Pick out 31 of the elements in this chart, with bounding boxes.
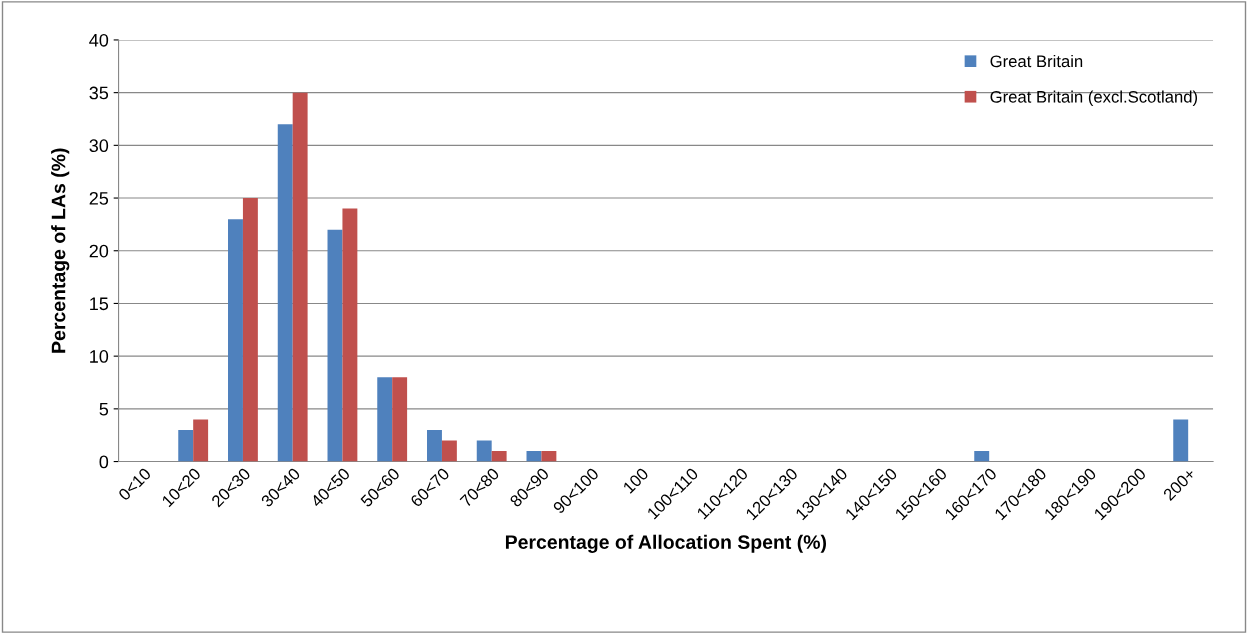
bar	[392, 377, 408, 462]
y-axis-title: Percentage of LAs (%)	[51, 148, 70, 353]
bar	[292, 92, 308, 462]
bar	[1173, 419, 1189, 462]
y-tick-label: 35	[89, 86, 109, 100]
y-tick-label: 25	[89, 191, 109, 205]
bar	[427, 429, 442, 462]
y-tick-label: 10	[90, 350, 109, 363]
bar	[193, 419, 209, 462]
bar	[491, 451, 507, 462]
y-tick-label: 5	[99, 402, 109, 416]
bar	[476, 440, 492, 462]
bar	[327, 229, 343, 462]
bar	[228, 219, 243, 462]
bar	[541, 451, 557, 462]
bar	[277, 124, 293, 462]
x-tick-label: 100	[622, 467, 650, 494]
y-tick-label: 30	[89, 139, 109, 153]
y-tick-label: 0	[99, 455, 109, 469]
bar	[342, 208, 358, 462]
legend-label: Great Britain (excl.Scotland)	[990, 90, 1198, 107]
x-axis-title: Percentage of Allocation Spent (%)	[505, 534, 827, 553]
legend-label: Great Britain	[990, 54, 1083, 68]
bar	[178, 429, 194, 462]
bar	[242, 198, 258, 462]
bar	[441, 440, 457, 462]
y-tick-label: 40	[89, 33, 109, 47]
y-tick-label: 20	[89, 244, 109, 258]
bar	[377, 377, 393, 462]
bar	[974, 451, 990, 462]
y-tick-label: 15	[90, 297, 109, 311]
